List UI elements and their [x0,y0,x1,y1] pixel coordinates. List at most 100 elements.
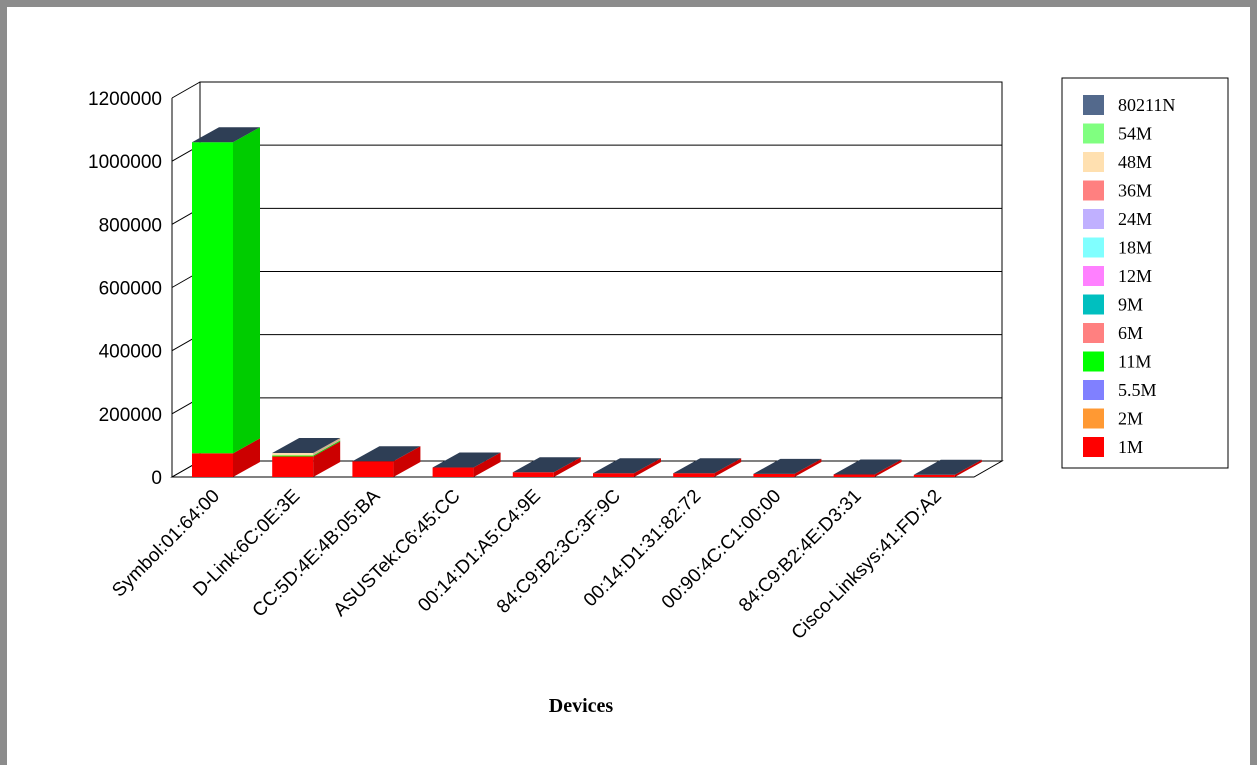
bar-segment-11M [272,455,314,457]
bar-stack [272,437,341,477]
legend-label: 11M [1118,352,1151,372]
legend-item: 9M [1083,294,1143,315]
bar-top-face [272,437,341,453]
legend-swatch [1083,323,1104,343]
bar-segment-1M [432,467,474,477]
legend-label: 2M [1118,409,1143,429]
legend-item: 1M [1083,437,1143,457]
bar-side-1M [393,446,421,477]
legend-label: 48M [1118,152,1152,172]
bar-side-1M [553,457,581,477]
legend-label: 9M [1118,295,1143,315]
legend-item: 54M [1083,123,1152,144]
bar-top-face [913,459,982,475]
bar-side-1M [313,441,341,477]
legend-swatch [1083,380,1104,400]
legend-label: 5.5M [1118,380,1157,400]
plot-back-wall [170,81,1004,478]
bar-top-face [512,457,581,473]
bar-side-1M [794,458,822,477]
bar-stack [753,458,822,477]
bar-stack [833,459,902,477]
bar-side-48M [313,437,341,456]
bar-stack [673,458,742,477]
bar-side-1M [954,459,982,477]
y-tick-label: 0 [151,468,162,489]
y-tick-label: 1000000 [88,152,162,173]
bar-top-face [593,458,661,474]
y-tick-label: 600000 [99,279,162,300]
bar-stack [913,459,982,477]
bar-top-face [352,446,421,462]
legend-label: 54M [1118,124,1152,144]
bar-segment-1M [192,453,233,477]
legend-swatch [1083,180,1104,201]
legend-item: 48M [1083,152,1152,172]
legend-label: 36M [1118,181,1152,201]
bar-stack [432,452,501,477]
bar-segment-1M [272,456,314,477]
bar-side-11M [233,127,260,454]
x-tick-labels: Symbol:01:64:00D-Link:6C:0E:3ECC:5D:4E:4… [108,485,945,643]
legend-item: 80211N [1083,95,1175,115]
bars [192,127,982,477]
legend-swatch [1083,95,1104,115]
bar-top-face [192,127,260,143]
legend-swatch [1083,152,1104,172]
bar-top-face [833,459,902,475]
legend-swatch [1083,294,1104,315]
legend-label: 18M [1118,238,1152,258]
legend-item: 12M [1083,266,1152,286]
legend-swatch [1083,237,1104,258]
bar-stack [593,458,661,477]
bar-segment-1M [593,473,634,477]
legend-item: 5.5M [1083,380,1157,400]
legend-swatch [1083,123,1104,144]
legend-item: 6M [1083,323,1143,343]
legend-item: 18M [1083,237,1152,258]
bar-side-1M [233,438,260,477]
bar-stack [192,127,260,477]
bar-side-1M [634,458,661,477]
bar-segment-1M [352,461,394,477]
legend-swatch [1083,351,1104,372]
bar-top-face [673,458,742,474]
y-tick-label: 800000 [99,215,162,236]
y-tick-label: 400000 [99,342,162,363]
bar-side-1M [473,452,501,477]
bar-segment-11M [192,142,233,454]
bar-side-1M [874,459,902,477]
bar-side-11M [313,440,341,457]
bar-segment-1M [833,474,875,477]
bar-top-face [753,458,822,474]
legend-item: 24M [1083,209,1152,229]
grid-lines [171,81,1002,478]
bar-side-1M [714,458,742,477]
bar-segment-1M [512,472,554,477]
legend-label: 80211N [1118,95,1175,115]
bar-stack [352,446,421,477]
legend-item: 11M [1083,351,1151,372]
bar-segment-1M [913,474,955,477]
bar-segment-1M [673,473,715,477]
bar-segment-1M [753,473,795,477]
y-tick-label: 1200000 [88,89,162,110]
bar-top-face [432,452,501,468]
y-tick-labels: 0 200000 400000 600000 800000 1000000 1200000 [88,89,162,489]
legend: 80211N 54M 48M 36M 24M 18M 12M 9M 6M 11M 5.5M 2M 1M [1061,77,1229,469]
legend-item: 36M [1083,180,1152,201]
x-axis-title: Devices [549,695,614,717]
grid-line-side [171,81,201,99]
legend-label: 12M [1118,266,1152,286]
y-tick-label: 200000 [99,405,162,426]
legend-swatch [1083,437,1104,457]
legend-label: 6M [1118,323,1143,343]
legend-label: 24M [1118,209,1152,229]
bar-segment-48M [272,452,314,456]
legend-swatch [1083,209,1104,229]
legend-item: 2M [1083,408,1143,429]
legend-swatch [1083,266,1104,286]
legend-swatch [1083,408,1104,429]
